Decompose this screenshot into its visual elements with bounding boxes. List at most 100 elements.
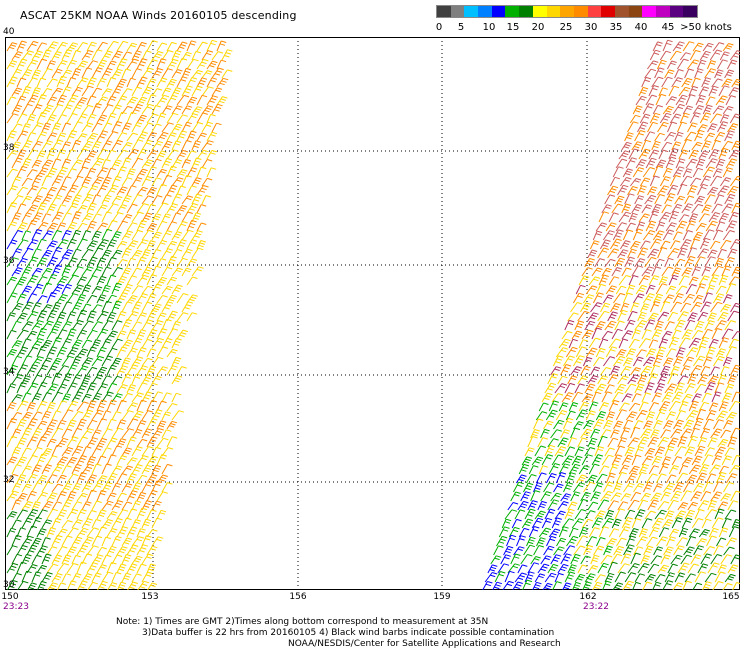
wind-barb: [581, 454, 593, 466]
wind-barb: [599, 239, 611, 250]
wind-barb: [681, 77, 693, 88]
wind-barb: [116, 311, 127, 322]
wind-barb: [692, 42, 704, 52]
wind-barb: [221, 69, 233, 79]
wind-barb: [11, 157, 23, 169]
wind-barb: [701, 77, 712, 88]
wind-barb: [151, 231, 162, 241]
wind-barb: [557, 437, 569, 448]
wind-barb: [81, 428, 94, 439]
wind-barb: [116, 204, 128, 214]
wind-barb: [627, 186, 638, 196]
wind-barb: [578, 275, 590, 286]
wind-barb: [685, 474, 698, 484]
wind-barb: [66, 149, 77, 160]
wind-barb: [86, 113, 97, 124]
wind-barb: [639, 177, 651, 187]
wind-barb: [66, 436, 79, 448]
wind-barb: [171, 123, 183, 133]
wind-barb: [632, 228, 644, 241]
wind-barb: [51, 194, 63, 205]
wind-barb: [558, 402, 569, 412]
wind-barb: [652, 165, 664, 178]
wind-barb: [156, 346, 169, 358]
wind-barb: [181, 121, 192, 133]
wind-barb: [728, 211, 739, 223]
wind-barb: [6, 527, 17, 538]
wind-barb: [46, 401, 56, 412]
wind-barb: [697, 124, 708, 133]
wind-barb: [605, 411, 616, 421]
wind-barb: [722, 583, 733, 590]
wind-barb: [81, 375, 91, 385]
wind-barb: [56, 149, 67, 160]
wind-barb: [692, 355, 706, 367]
wind-barb: [657, 311, 670, 322]
wind-barb: [484, 572, 498, 583]
wind-barb: [644, 256, 657, 268]
wind-barb: [591, 454, 604, 466]
wind-barb: [550, 492, 562, 502]
wind-barb: [6, 257, 19, 268]
wind-barb: [691, 77, 701, 88]
wind-barb: [591, 267, 603, 277]
wind-barb: [536, 537, 546, 547]
wind-barb: [46, 563, 59, 574]
wind-barb: [46, 546, 58, 556]
wind-barb: [126, 58, 139, 70]
wind-barb: [682, 105, 693, 115]
wind-barb: [699, 112, 712, 124]
wind-barb: [107, 582, 118, 590]
wind-barb: [126, 275, 138, 286]
wind-barb: [221, 49, 233, 61]
wind-barb: [709, 240, 721, 250]
wind-barb: [121, 554, 132, 565]
wind-barb: [649, 238, 662, 250]
wind-barb: [654, 446, 666, 457]
wind-barb: [535, 472, 547, 484]
wind-barb: [71, 284, 84, 295]
wind-barb: [121, 214, 133, 223]
wind-barb: [704, 132, 716, 142]
wind-barb: [693, 545, 704, 556]
wind-barb: [699, 50, 711, 61]
wind-barb: [101, 571, 114, 583]
wind-barb: [106, 95, 117, 106]
wind-barb: [66, 347, 79, 358]
wind-barb: [590, 554, 600, 565]
wind-barb: [146, 113, 159, 124]
wind-barb: [708, 85, 719, 97]
wind-barb: [111, 300, 122, 313]
wind-barb: [201, 177, 213, 187]
wind-barb: [136, 329, 147, 340]
wind-barb: [36, 202, 47, 214]
wind-barb: [81, 230, 92, 241]
wind-barb: [111, 249, 123, 259]
wind-barb: [608, 399, 620, 412]
wind-barb: [121, 122, 132, 133]
wind-barb: [603, 481, 614, 493]
wind-map-plot[interactable]: [5, 37, 740, 590]
wind-barb: [61, 554, 72, 565]
wind-barb: [520, 491, 531, 502]
wind-barb: [111, 195, 123, 205]
wind-barb: [730, 302, 740, 313]
wind-barb: [81, 501, 92, 511]
wind-barb: [76, 382, 89, 394]
wind-barb: [96, 526, 107, 538]
wind-barb: [126, 42, 138, 52]
wind-barb: [730, 364, 740, 376]
wind-barb: [710, 554, 723, 565]
wind-barb: [71, 139, 82, 151]
wind-barb: [81, 409, 94, 421]
wind-barb: [677, 247, 688, 259]
wind-barb: [637, 499, 649, 511]
wind-barb: [156, 276, 168, 286]
wind-barb-map[interactable]: [5, 37, 740, 590]
wind-barb: [41, 213, 52, 223]
wind-barb: [31, 392, 42, 403]
lon-label-162: 162: [579, 592, 597, 602]
wind-barb: [662, 294, 675, 304]
wind-barb: [587, 437, 598, 448]
wind-barb: [126, 77, 136, 88]
